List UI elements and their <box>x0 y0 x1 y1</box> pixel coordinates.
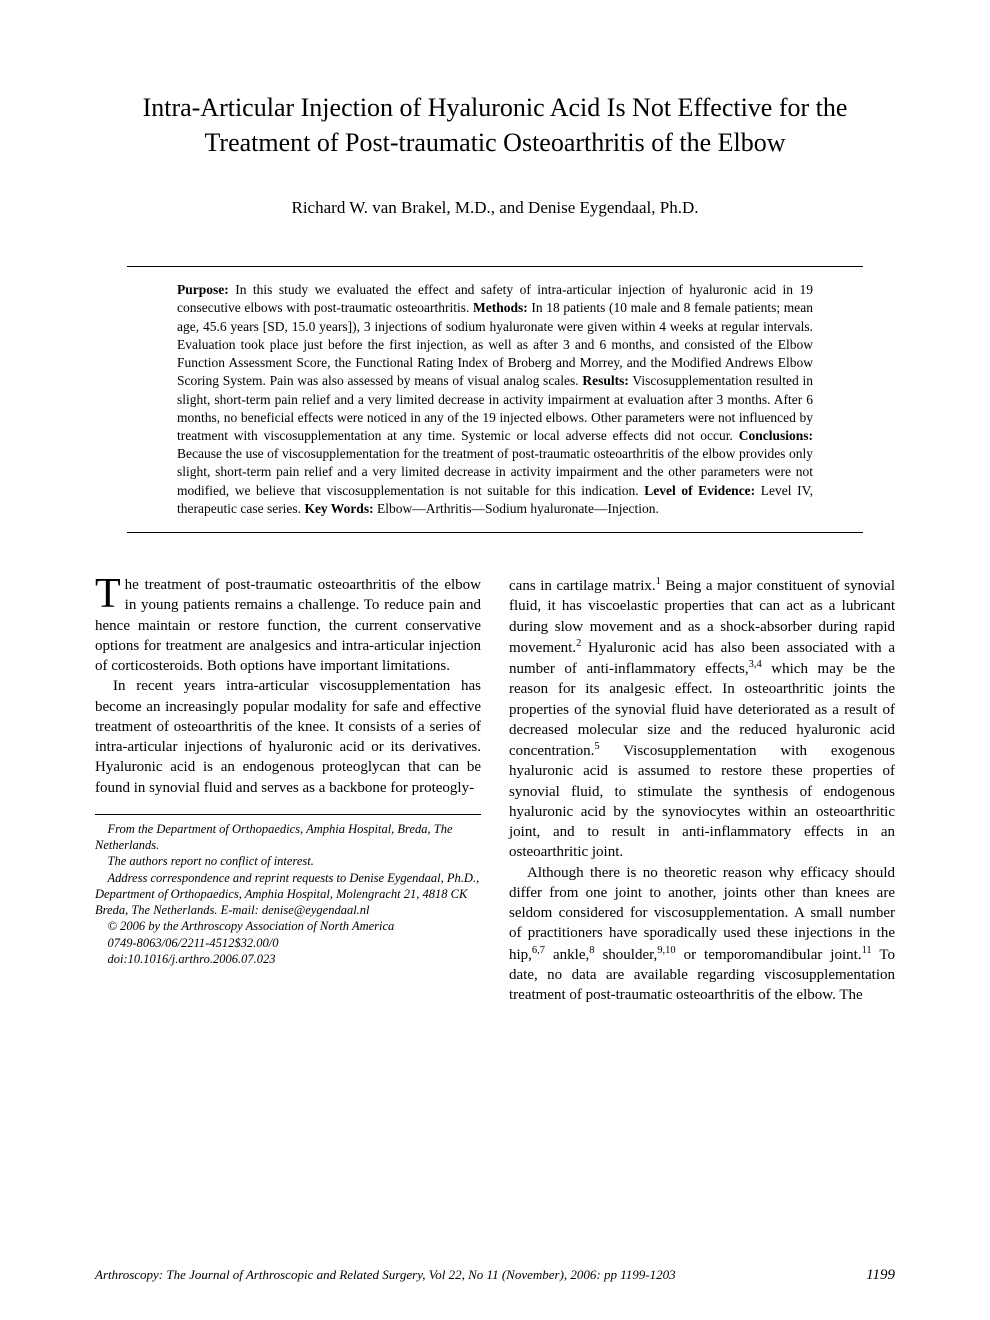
footnote-copyright: © 2006 by the Arthroscopy Association of… <box>95 918 481 934</box>
conclusions-label: Conclusions: <box>739 428 813 443</box>
running-footer: Arthroscopy: The Journal of Arthroscopic… <box>95 1267 895 1284</box>
dropcap: T <box>95 575 125 613</box>
body-p2: In recent years intra-articular viscosup… <box>95 676 481 798</box>
body-p3: cans in cartilage matrix.1 Being a major… <box>509 575 895 863</box>
loe-label: Level of Evidence: <box>644 483 755 498</box>
methods-label: Methods: <box>473 300 528 315</box>
ref-11[interactable]: 11 <box>862 945 872 956</box>
body-columns: The treatment of post-traumatic osteoart… <box>95 575 895 1005</box>
article-authors: Richard W. van Brakel, M.D., and Denise … <box>95 198 895 218</box>
p3a: cans in cartilage matrix. <box>509 578 656 594</box>
keywords-label: Key Words: <box>304 501 373 516</box>
footnote-conflict: The authors report no conflict of intere… <box>95 853 481 869</box>
footnotes-block: From the Department of Orthopaedics, Amp… <box>95 814 481 967</box>
p1-text: he treatment of post-traumatic osteoarth… <box>95 577 481 674</box>
purpose-label: Purpose: <box>177 282 229 297</box>
footnote-correspondence: Address correspondence and reprint reque… <box>95 870 481 919</box>
journal-citation: Arthroscopy: The Journal of Arthroscopic… <box>95 1267 676 1283</box>
p4d: or temporomandibular joint. <box>676 947 862 963</box>
footnote-doi: doi:10.1016/j.arthro.2006.07.023 <box>95 951 481 967</box>
p4b: ankle, <box>545 947 589 963</box>
p3e: Viscosupplementation with exogenous hyal… <box>509 743 895 860</box>
body-p4: Although there is no theoretic reason wh… <box>509 863 895 1006</box>
keywords-text: Elbow—Arthritis—Sodium hyaluronate—Injec… <box>374 501 659 516</box>
p4c: shoulder, <box>595 947 658 963</box>
body-p1: The treatment of post-traumatic osteoart… <box>95 575 481 676</box>
page-number: 1199 <box>866 1267 895 1284</box>
ref-6-7[interactable]: 6,7 <box>532 945 545 956</box>
abstract-container: Purpose: In this study we evaluated the … <box>127 266 863 533</box>
ref-9-10[interactable]: 9,10 <box>657 945 675 956</box>
article-title: Intra-Articular Injection of Hyaluronic … <box>95 90 895 160</box>
abstract-text: Purpose: In this study we evaluated the … <box>177 281 813 518</box>
footnote-affiliation: From the Department of Orthopaedics, Amp… <box>95 821 481 854</box>
results-label: Results: <box>582 373 629 388</box>
ref-3-4[interactable]: 3,4 <box>749 659 762 670</box>
footnote-issn: 0749-8063/06/2211-4512$32.00/0 <box>95 935 481 951</box>
